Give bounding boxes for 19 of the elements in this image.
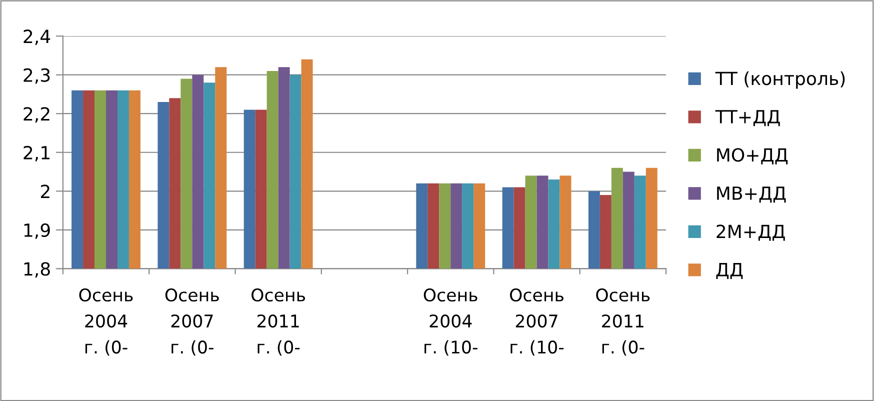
y-tick-label: 1,8 bbox=[24, 262, 50, 278]
x-tick-label: Осень 2007 г. (0- bbox=[165, 288, 219, 356]
y-tick-label: 2,3 bbox=[24, 68, 50, 84]
legend-label: ДД bbox=[716, 263, 743, 280]
y-tick-label: 2,1 bbox=[24, 146, 50, 162]
legend-label: 2М+ДД bbox=[716, 224, 785, 241]
y-tick-label: 2,2 bbox=[24, 107, 50, 123]
x-tick-label: Осень 2004 г. (10- bbox=[424, 288, 478, 356]
legend-label: ТТ+ДД bbox=[715, 110, 780, 126]
y-tick-label: 2 bbox=[40, 184, 50, 198]
x-tick-label: Осень 2004 г. (0- bbox=[79, 288, 133, 356]
x-tick-label: Осень 2011 г. (0- bbox=[252, 288, 306, 356]
y-tick-label: 1,9 bbox=[24, 223, 50, 239]
legend-label: ТТ (контроль) bbox=[715, 71, 845, 89]
y-tick-label: 2,4 bbox=[24, 30, 50, 46]
x-tick-label: Осень 2011 г. (0- bbox=[596, 288, 650, 356]
x-tick-label: Осень 2007 г. (10- bbox=[510, 288, 564, 356]
legend-label: МО+ДД bbox=[717, 148, 788, 164]
legend-label: МВ+ДД bbox=[717, 186, 786, 203]
